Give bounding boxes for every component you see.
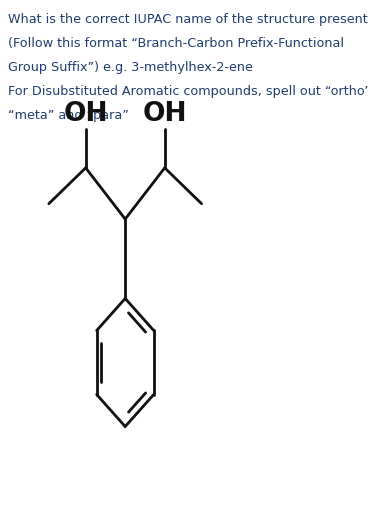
Text: Group Suffix”) e.g. 3-methylhex-2-ene: Group Suffix”) e.g. 3-methylhex-2-ene: [8, 61, 253, 74]
Text: OH: OH: [142, 101, 187, 127]
Text: (Follow this format “Branch-Carbon Prefix-Functional: (Follow this format “Branch-Carbon Prefi…: [8, 37, 344, 50]
Text: What is the correct IUPAC name of the structure presented.: What is the correct IUPAC name of the st…: [8, 13, 368, 26]
Text: “meta” and “para”: “meta” and “para”: [8, 109, 129, 122]
Text: OH: OH: [63, 101, 108, 127]
Text: For Disubstituted Aromatic compounds, spell out “ortho”,: For Disubstituted Aromatic compounds, sp…: [8, 85, 368, 98]
